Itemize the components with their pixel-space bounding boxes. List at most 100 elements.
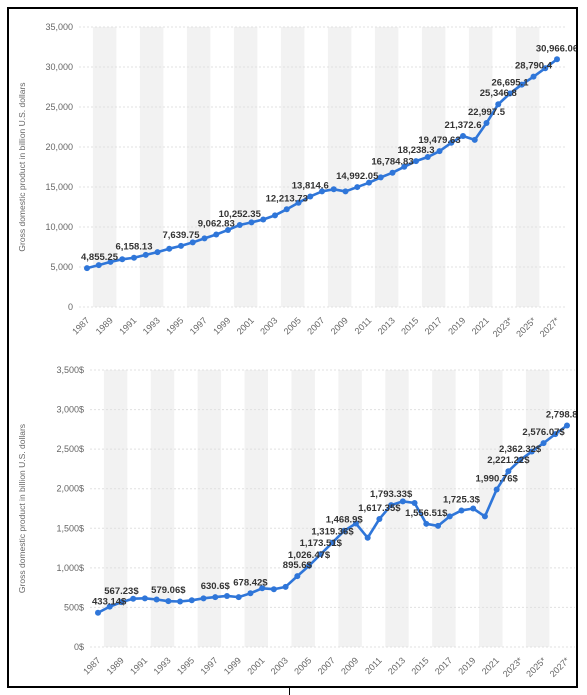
- background-band: [103, 370, 128, 647]
- data-point[interactable]: [507, 90, 513, 97]
- data-point[interactable]: [165, 598, 172, 605]
- data-point[interactable]: [329, 539, 336, 546]
- data-point[interactable]: [399, 498, 406, 505]
- y-tick-label: 0: [68, 302, 73, 312]
- data-point[interactable]: [388, 502, 395, 509]
- data-point[interactable]: [189, 239, 196, 246]
- data-point[interactable]: [212, 594, 219, 601]
- background-band: [421, 27, 446, 307]
- data-point[interactable]: [84, 265, 90, 272]
- data-point[interactable]: [200, 595, 207, 602]
- data-point[interactable]: [131, 254, 137, 261]
- data-point[interactable]: [283, 206, 290, 213]
- data-point[interactable]: [201, 235, 208, 242]
- data-point[interactable]: [517, 457, 524, 464]
- data-point[interactable]: [446, 513, 453, 520]
- data-point[interactable]: [377, 174, 384, 181]
- data-point[interactable]: [366, 179, 372, 186]
- data-point[interactable]: [518, 81, 525, 88]
- data-point[interactable]: [95, 609, 101, 616]
- data-point[interactable]: [130, 595, 137, 602]
- data-point[interactable]: [259, 585, 266, 592]
- background-band: [327, 27, 352, 307]
- data-point[interactable]: [530, 73, 537, 80]
- background-band: [374, 27, 399, 307]
- x-tick-label: 1991: [128, 655, 149, 676]
- data-point[interactable]: [141, 595, 148, 602]
- x-tick-label: 1999: [222, 655, 243, 676]
- data-point[interactable]: [270, 586, 277, 593]
- data-point[interactable]: [436, 148, 443, 155]
- data-point[interactable]: [107, 258, 114, 265]
- data-label: 4,855.25: [81, 252, 119, 263]
- data-point[interactable]: [481, 513, 488, 520]
- data-point[interactable]: [413, 158, 419, 165]
- data-point[interactable]: [177, 598, 184, 605]
- data-point[interactable]: [483, 120, 490, 127]
- data-point[interactable]: [295, 199, 302, 206]
- data-point[interactable]: [540, 440, 547, 447]
- data-point[interactable]: [119, 256, 126, 263]
- data-point[interactable]: [178, 242, 184, 249]
- data-point[interactable]: [235, 594, 242, 601]
- data-point[interactable]: [95, 262, 102, 269]
- data-point[interactable]: [423, 520, 430, 527]
- data-point[interactable]: [401, 163, 408, 170]
- data-point[interactable]: [411, 499, 418, 506]
- data-point[interactable]: [493, 486, 500, 493]
- data-point[interactable]: [364, 534, 371, 541]
- x-tick-label: 2009: [329, 315, 350, 336]
- data-point[interactable]: [247, 590, 254, 597]
- data-point[interactable]: [424, 154, 431, 161]
- data-point[interactable]: [225, 226, 231, 233]
- data-point[interactable]: [260, 216, 267, 223]
- data-point[interactable]: [319, 188, 325, 195]
- data-point[interactable]: [223, 592, 230, 599]
- data-point[interactable]: [435, 522, 442, 529]
- data-point[interactable]: [554, 56, 560, 63]
- data-point[interactable]: [306, 562, 313, 569]
- data-point[interactable]: [458, 507, 465, 514]
- data-point[interactable]: [142, 251, 149, 258]
- data-point[interactable]: [248, 219, 255, 226]
- data-point[interactable]: [166, 245, 173, 252]
- data-point[interactable]: [154, 249, 161, 256]
- background-band: [197, 370, 222, 647]
- data-point[interactable]: [317, 551, 324, 558]
- x-tick-label: 2001: [245, 655, 266, 676]
- data-point[interactable]: [341, 527, 348, 534]
- data-point[interactable]: [470, 505, 477, 512]
- data-point[interactable]: [564, 422, 570, 429]
- data-point[interactable]: [354, 184, 361, 191]
- data-point[interactable]: [213, 231, 220, 238]
- data-point[interactable]: [282, 583, 289, 590]
- x-tick-label: 1997: [198, 655, 219, 676]
- data-point[interactable]: [460, 133, 466, 140]
- data-point[interactable]: [118, 599, 125, 606]
- background-band: [525, 370, 550, 647]
- data-point[interactable]: [106, 603, 113, 610]
- data-point[interactable]: [448, 139, 455, 146]
- data-point[interactable]: [272, 212, 278, 219]
- data-point[interactable]: [505, 468, 512, 475]
- data-point[interactable]: [307, 193, 314, 200]
- data-point[interactable]: [342, 188, 349, 195]
- data-point[interactable]: [495, 101, 502, 108]
- data-label: 1,468.9$: [326, 515, 364, 526]
- data-point[interactable]: [542, 65, 549, 72]
- data-label: 2,362.32$: [499, 444, 542, 455]
- x-tick-label: 1989: [105, 655, 126, 676]
- data-point[interactable]: [294, 573, 301, 580]
- y-tick-label: 20,000: [45, 142, 73, 152]
- data-point[interactable]: [552, 431, 559, 438]
- data-point[interactable]: [376, 515, 383, 522]
- data-label: 28,790.4: [515, 61, 553, 72]
- data-point[interactable]: [389, 169, 396, 176]
- data-point[interactable]: [188, 597, 195, 604]
- data-point[interactable]: [236, 221, 243, 228]
- data-point[interactable]: [528, 448, 535, 455]
- data-point[interactable]: [330, 186, 337, 193]
- data-point[interactable]: [471, 136, 478, 143]
- data-point[interactable]: [352, 520, 359, 527]
- data-point[interactable]: [153, 596, 160, 603]
